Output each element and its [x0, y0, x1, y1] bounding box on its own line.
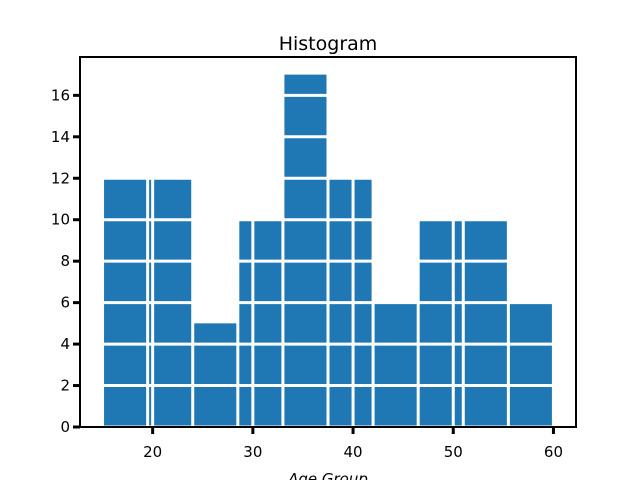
y-tick-label: 14 — [51, 128, 70, 146]
x-tick-label: 40 — [344, 443, 363, 461]
bar — [463, 219, 509, 427]
y-tick-label: 0 — [60, 418, 70, 436]
bar — [418, 219, 464, 427]
bar — [282, 74, 328, 427]
y-tick-label: 8 — [60, 252, 70, 270]
x-axis-label: Age Group — [287, 470, 368, 480]
y-tick-label: 10 — [51, 211, 70, 229]
x-tick-label: 30 — [243, 443, 262, 461]
bar — [373, 302, 419, 427]
x-tick-label: 20 — [143, 443, 162, 461]
y-tick-label: 6 — [60, 294, 70, 312]
chart-title: Histogram — [279, 33, 378, 55]
y-tick-label: 2 — [60, 377, 70, 395]
y-tick-label: 16 — [51, 86, 70, 104]
y-tick-label: 4 — [60, 335, 70, 353]
x-tick-label: 60 — [544, 443, 563, 461]
y-tick-label: 12 — [51, 169, 70, 187]
bar — [192, 323, 238, 427]
x-tick-label: 50 — [444, 443, 463, 461]
plot-frame — [79, 56, 577, 428]
bar — [237, 219, 283, 427]
bar — [508, 302, 554, 427]
